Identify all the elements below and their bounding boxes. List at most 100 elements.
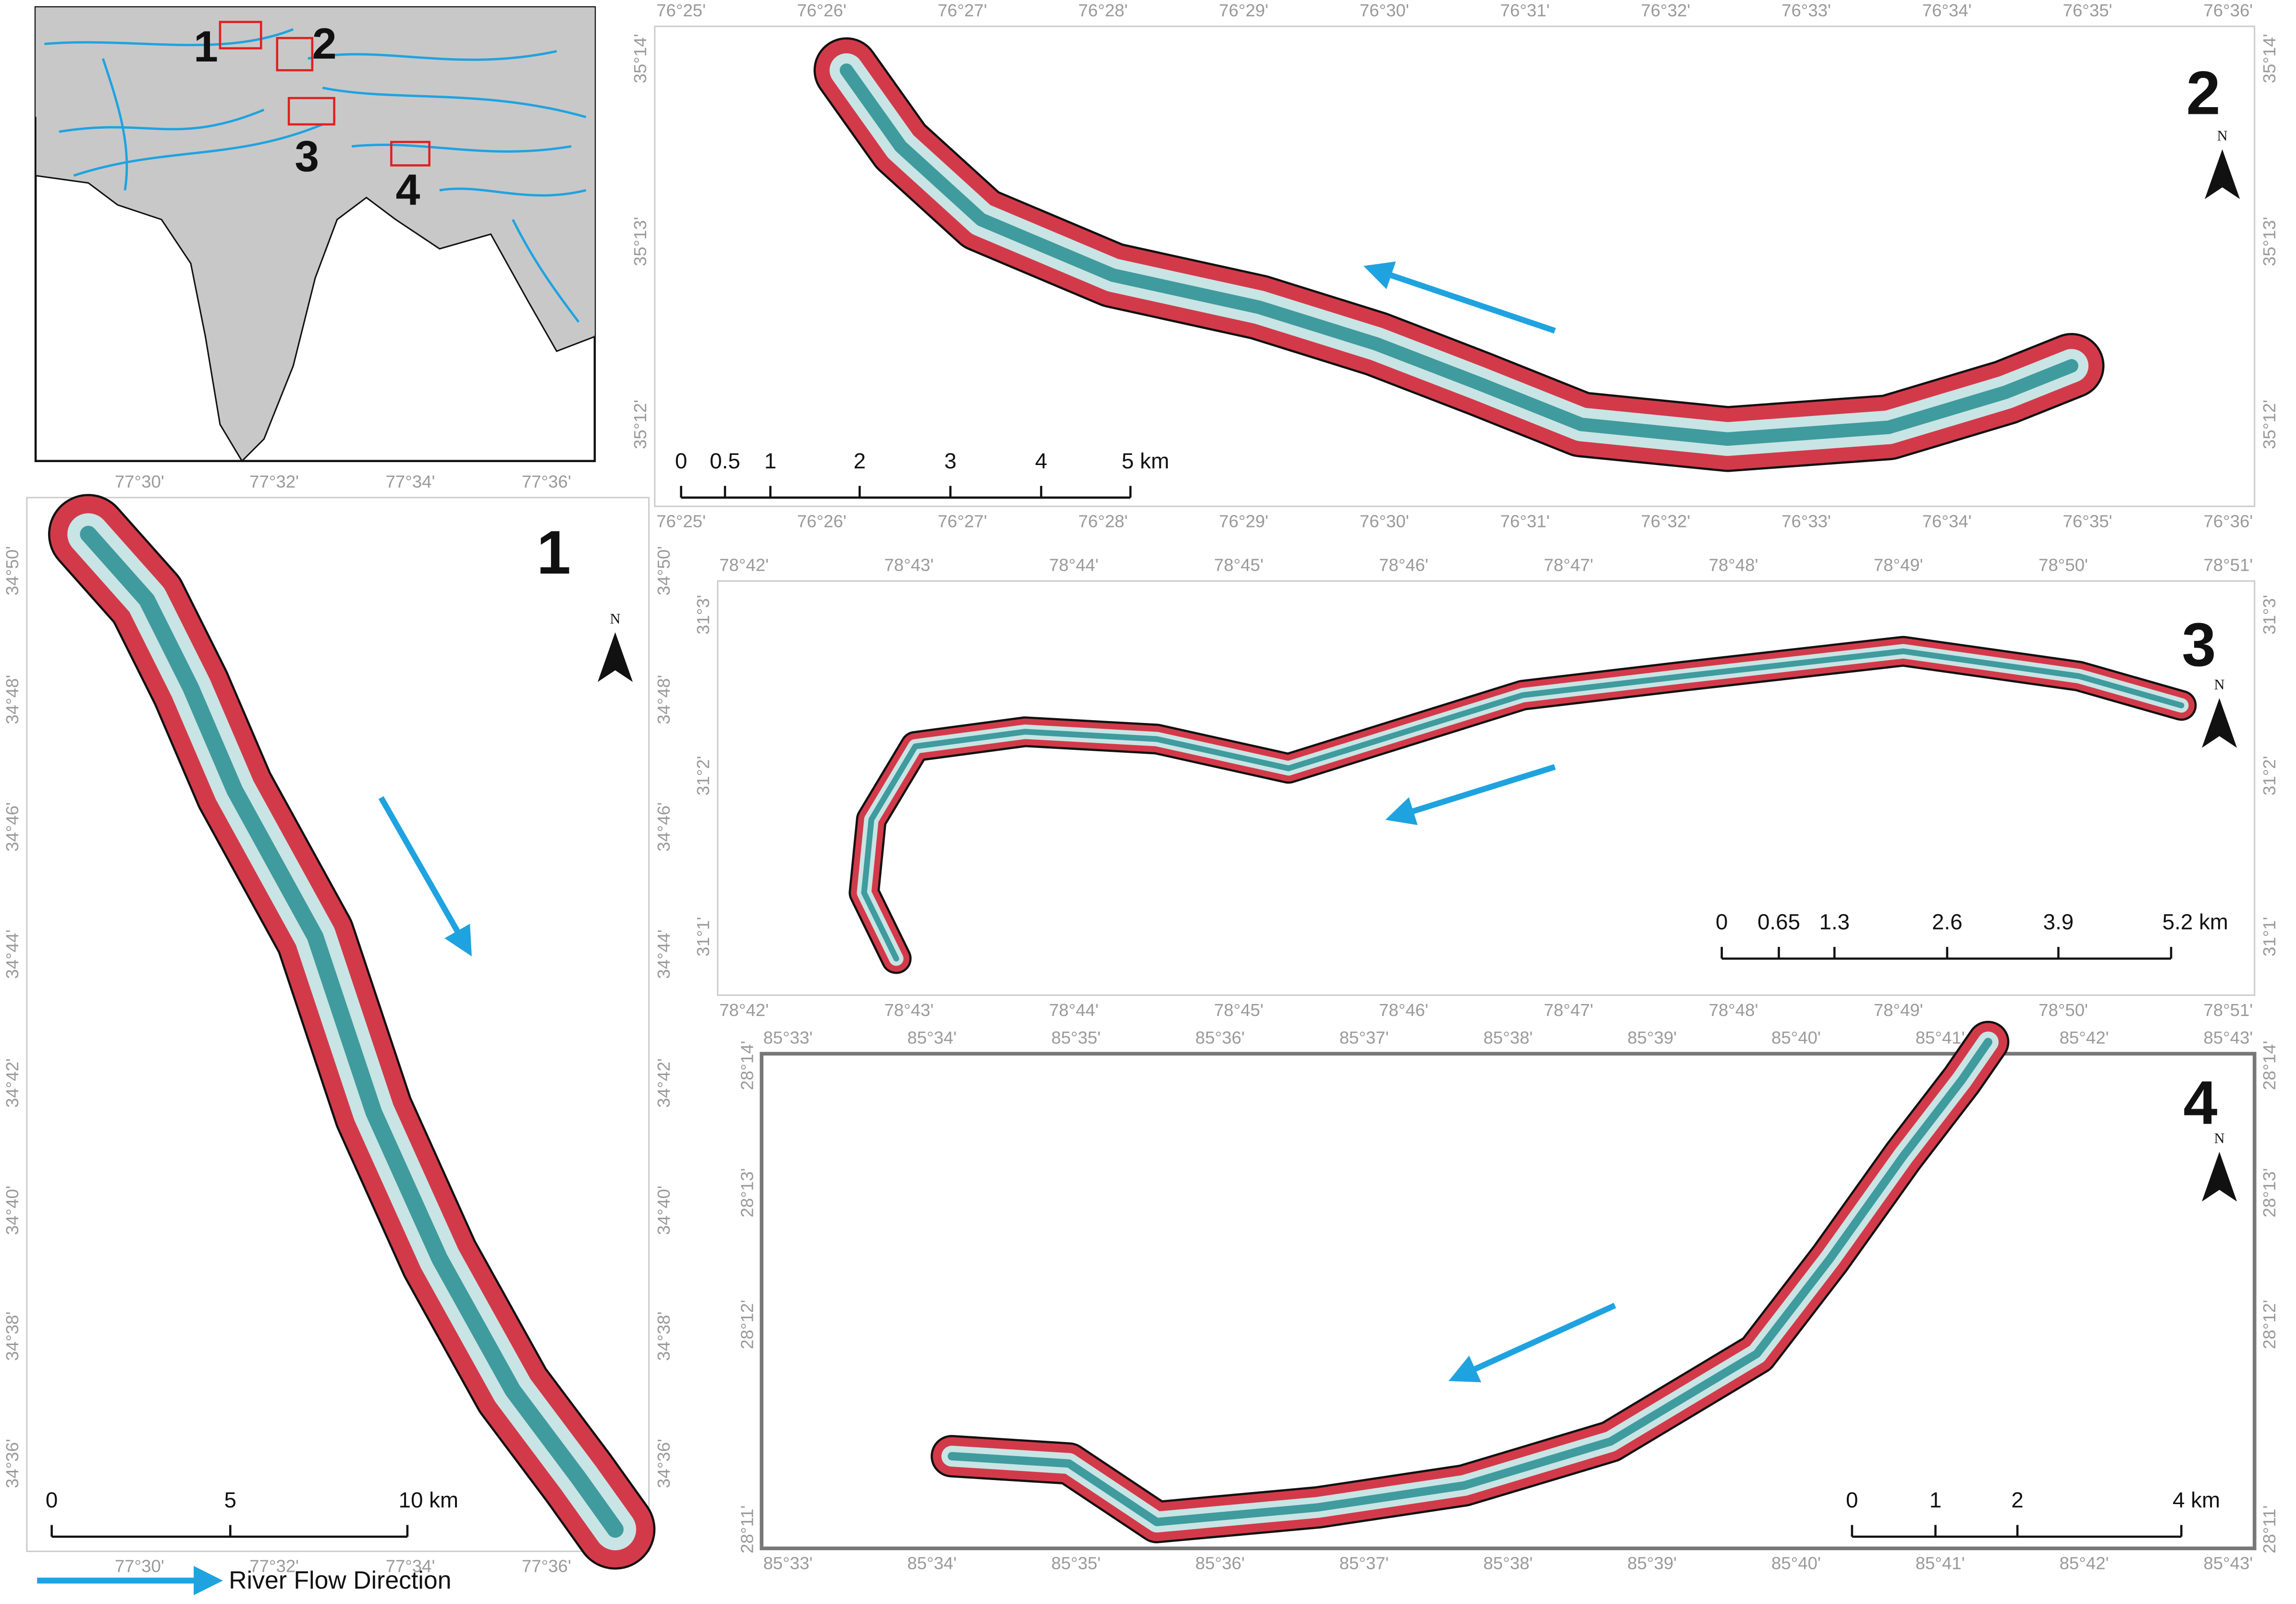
lat-tick-label: 28°14' (737, 1041, 757, 1090)
study-box (390, 141, 430, 167)
lon-tick-label: 76°36' (2203, 0, 2253, 20)
lon-tick-label: 78°48' (1709, 555, 1758, 575)
lon-tick-label: 78°50' (2038, 555, 2088, 575)
lat-tick-label: 34°50' (654, 546, 674, 596)
lon-tick-label: 77°34' (386, 1556, 435, 1576)
lon-tick-label: 85°38' (1483, 1553, 1533, 1573)
lon-tick-label: 76°32' (1641, 0, 1690, 20)
lon-tick-label: 76°30' (1360, 0, 1409, 20)
study-box (287, 97, 335, 126)
lat-tick-label: 34°42' (2, 1058, 22, 1108)
lon-tick-label: 77°32' (249, 1556, 299, 1576)
study-boxes (219, 21, 430, 167)
scale-label: 0.65 (1757, 909, 1800, 934)
lon-tick-label: 78°46' (1379, 555, 1428, 575)
scale-label: 2 (2011, 1488, 2023, 1512)
lon-tick-label: 85°40' (1771, 1028, 1821, 1048)
lat-tick-label: 35°12' (630, 400, 650, 449)
lon-tick-label: 85°35' (1051, 1028, 1101, 1048)
lat-tick-label: 31°3' (693, 595, 713, 635)
lon-tick-label: 77°30' (115, 472, 164, 491)
flow-arrow (1363, 261, 1556, 334)
lon-tick-label: 76°31' (1500, 511, 1550, 531)
lat-tick-label: 31°1' (693, 917, 713, 956)
lon-tick-label: 85°41' (1915, 1553, 1965, 1573)
lat-tick-label: 34°44' (2, 930, 22, 979)
flow-arrow (1449, 1302, 1616, 1383)
lon-tick-label: 77°36' (522, 1556, 571, 1576)
lon-tick-label: 85°41' (1915, 1028, 1965, 1048)
panel-number: 3 (2182, 611, 2216, 679)
lon-tick-label: 78°47' (1544, 1000, 1593, 1020)
lat-tick-label: 34°48' (654, 675, 674, 724)
lon-tick-label: 76°31' (1500, 0, 1550, 20)
scale-label: 2.6 (1932, 909, 1963, 934)
river (59, 109, 265, 133)
river (307, 50, 557, 61)
legend-label: River Flow Direction (229, 1566, 451, 1594)
lat-tick-label: 34°40' (654, 1186, 674, 1235)
lon-tick-label: 85°35' (1051, 1553, 1101, 1573)
lat-tick-label: 35°14' (630, 34, 650, 83)
lat-tick-label: 28°12' (2259, 1300, 2279, 1349)
study-box (276, 37, 314, 72)
lon-tick-label: 76°28' (1078, 511, 1128, 531)
north-arrow (2202, 698, 2237, 748)
scale-label: 0.5 (710, 449, 740, 473)
legend: River Flow Direction (37, 1566, 452, 1595)
lat-tick-label: 28°11' (2259, 1506, 2279, 1554)
north-label: N (2214, 676, 2225, 693)
lon-tick-label: 77°36' (522, 472, 571, 491)
lon-tick-label: 78°42' (719, 555, 769, 575)
lon-tick-label: 85°42' (2060, 1028, 2109, 1048)
lat-tick-label: 34°44' (654, 930, 674, 979)
inset-label: 2 (312, 19, 337, 68)
lon-tick-label: 76°32' (1641, 511, 1690, 531)
lon-tick-label: 76°25' (656, 0, 706, 20)
lat-tick-label: 28°14' (2259, 1041, 2279, 1090)
lon-tick-label: 78°50' (2038, 1000, 2088, 1020)
lat-tick-label: 34°48' (2, 675, 22, 724)
river (351, 144, 572, 153)
scale-label: 1.3 (1819, 909, 1850, 934)
lon-tick-label: 85°36' (1195, 1553, 1245, 1573)
lon-tick-label: 78°43' (884, 555, 933, 575)
lon-tick-label: 76°36' (2203, 511, 2253, 531)
lat-tick-label: 28°11' (737, 1506, 757, 1554)
north-arrow (598, 632, 633, 682)
north-label: N (2214, 1130, 2225, 1146)
lon-tick-label: 85°40' (1771, 1553, 1821, 1573)
lon-tick-label: 78°46' (1379, 1000, 1428, 1020)
lon-tick-label: 76°34' (1922, 0, 1972, 20)
scale-label: 5 km (1122, 449, 1169, 473)
lon-tick-label: 76°27' (938, 511, 987, 531)
lon-tick-label: 85°36' (1195, 1028, 1245, 1048)
lon-tick-label: 78°44' (1049, 1000, 1099, 1020)
lat-tick-label: 35°14' (2259, 34, 2279, 83)
lon-tick-label: 76°34' (1922, 511, 1972, 531)
scale-label: 10 km (399, 1488, 458, 1512)
lat-tick-label: 35°13' (630, 217, 650, 266)
map-panel: 76°25' 76°25' 76°26' 76°26' 76°27' 76°27' 76°2… (630, 0, 2279, 531)
scale-label: 0 (46, 1488, 58, 1512)
inset-label: 3 (295, 132, 319, 181)
lat-tick-label: 35°12' (2259, 400, 2279, 449)
lon-tick-label: 85°37' (1339, 1028, 1389, 1048)
panel-number: 2 (2186, 59, 2220, 128)
scale-label: 0 (675, 449, 687, 473)
scale-label: 5 (224, 1488, 236, 1512)
river (439, 187, 587, 197)
lat-tick-label: 34°38' (654, 1311, 674, 1361)
channel (839, 63, 2078, 446)
lat-tick-label: 34°40' (2, 1186, 22, 1235)
lon-tick-label: 77°32' (249, 472, 299, 491)
river (322, 86, 587, 119)
lat-tick-label: 34°42' (654, 1058, 674, 1108)
scale-label: 4 km (2173, 1488, 2220, 1512)
scale-label: 1 (1929, 1488, 1941, 1512)
lon-tick-label: 76°35' (2063, 0, 2112, 20)
lon-tick-label: 76°30' (1360, 511, 1409, 531)
lon-tick-label: 76°25' (656, 511, 706, 531)
